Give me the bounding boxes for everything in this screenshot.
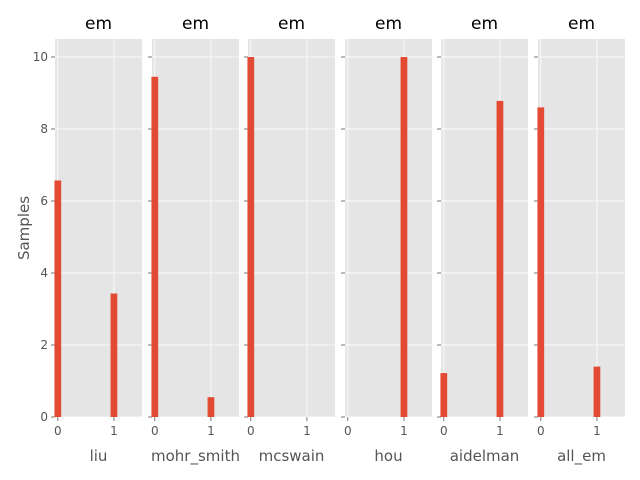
x-axis-label: all_em <box>557 447 606 466</box>
x-axis-label: mohr_smith <box>151 447 240 466</box>
panel-background <box>345 39 432 417</box>
panel-liu: 0 2 4 6 8 10 0 1 em liu <box>33 14 142 465</box>
panel-title: em <box>375 14 402 34</box>
y-tick-label: 6 <box>40 194 48 208</box>
x-tick-label: 1 <box>207 424 215 438</box>
x-tick-label: 0 <box>344 424 352 438</box>
panel-title: em <box>182 14 209 34</box>
bar-liu-0 <box>54 180 62 417</box>
bar-mcswain-0 <box>247 57 255 417</box>
bar-mohr_smith-1 <box>207 397 215 417</box>
y-tick-label: 8 <box>40 122 48 136</box>
x-axis-label: mcswain <box>259 447 325 465</box>
panel-background <box>441 39 528 417</box>
panel-hou: 0 1 em hou <box>341 14 432 465</box>
bar-mohr_smith-0 <box>151 76 159 418</box>
panel-title: em <box>471 14 498 34</box>
x-tick-label: 0 <box>151 424 159 438</box>
panel-title: em <box>278 14 305 34</box>
x-tick-label: 0 <box>537 424 545 438</box>
y-tick-label: 2 <box>40 338 48 352</box>
x-tick-label: 1 <box>400 424 408 438</box>
bar-hou-1 <box>400 57 408 417</box>
bar-aidelman-1 <box>496 100 504 418</box>
x-axis-label: liu <box>90 447 108 465</box>
x-tick-label: 0 <box>54 424 62 438</box>
bar-aidelman-0 <box>440 373 448 417</box>
x-axis-label: aidelman <box>450 447 520 465</box>
panel-title: em <box>568 14 595 34</box>
panel-background <box>538 39 625 417</box>
x-axis-label: hou <box>374 447 402 465</box>
panel-mohr_smith: 0 1 em mohr_smith <box>148 14 240 466</box>
panel-all_em: 0 1 em all_em <box>534 14 625 466</box>
panel-title: em <box>85 14 112 34</box>
bar-all_em-1 <box>593 366 601 417</box>
x-tick-label: 1 <box>496 424 504 438</box>
x-tick-label: 1 <box>593 424 601 438</box>
panel-mcswain: 0 1 em mcswain <box>244 14 335 465</box>
bar-all_em-0 <box>537 107 545 418</box>
x-tick-label: 1 <box>110 424 118 438</box>
y-axis-label: Samples <box>15 196 33 260</box>
x-tick-label: 0 <box>440 424 448 438</box>
y-tick-label: 4 <box>40 266 48 280</box>
panel-background <box>152 39 239 417</box>
x-tick-label: 0 <box>247 424 255 438</box>
panel-background <box>248 39 335 417</box>
panel-background <box>55 39 142 417</box>
y-tick-label: 10 <box>33 50 48 64</box>
y-tick-label: 0 <box>40 410 48 424</box>
panel-aidelman: 0 1 em aidelman <box>437 14 528 465</box>
bar-liu-1 <box>110 293 118 417</box>
x-tick-label: 1 <box>303 424 311 438</box>
